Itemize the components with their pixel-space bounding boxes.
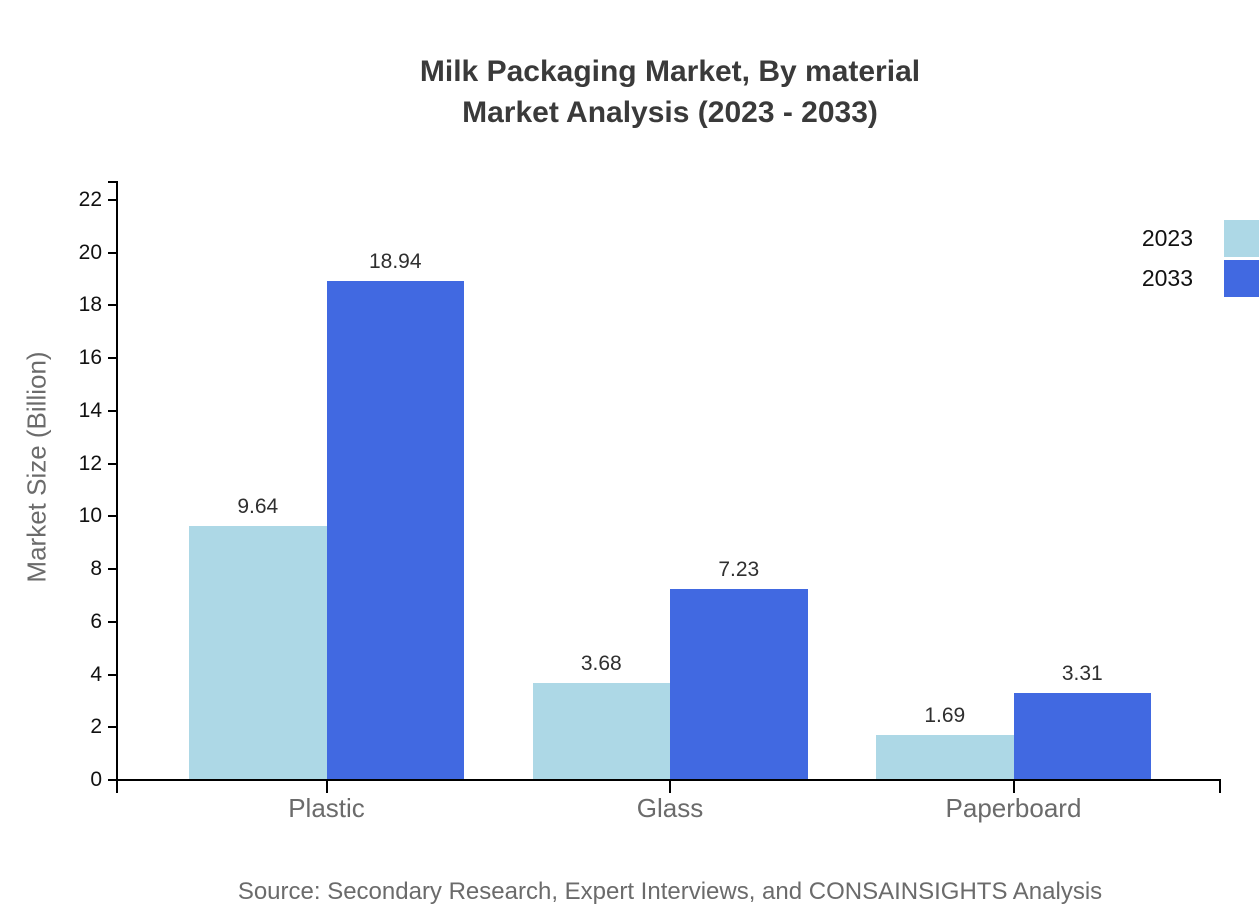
legend-label-2033: 2033 [1141, 265, 1193, 291]
source-note: Source: Secondary Research, Expert Inter… [237, 878, 1103, 905]
y-tick [108, 251, 117, 254]
x-tick [1012, 780, 1015, 793]
y-tick [108, 304, 117, 307]
legend-item-2033: 2033 [1040, 260, 1260, 297]
legend-swatch-2023 [1224, 220, 1259, 257]
y-tick-label: 2 [90, 715, 102, 739]
y-tick-label: 16 [78, 346, 102, 370]
value-label-2033-glass: 7.23 [718, 558, 760, 582]
x-tick [669, 780, 671, 793]
value-label-2023-plastic: 9.64 [237, 494, 279, 518]
y-axis-top-cap [108, 181, 117, 183]
y-tick-label: 6 [90, 609, 102, 633]
y-tick [108, 779, 117, 781]
x-axis-end-cap [1219, 779, 1221, 793]
bar-2023-paperboard [876, 735, 1014, 780]
y-tick [108, 409, 117, 412]
y-tick-label: 0 [90, 768, 102, 791]
legend-swatch-2033 [1224, 260, 1259, 297]
y-tick-label: 14 [78, 398, 102, 422]
value-label-2023-glass: 3.68 [580, 651, 622, 675]
category-label-glass: Glass [636, 793, 704, 823]
value-label-2033-plastic: 18.94 [368, 249, 422, 273]
category-label-plastic: Plastic [288, 793, 365, 823]
y-tick [108, 199, 117, 201]
x-tick [325, 780, 328, 793]
y-tick-label: 8 [90, 557, 102, 581]
y-tick [108, 515, 117, 518]
y-tick-label: 4 [90, 662, 102, 686]
y-tick [108, 673, 117, 676]
chart-title-line2: Market Analysis (2023 - 2033) [462, 96, 878, 129]
value-label-2023-paperboard: 1.69 [924, 704, 966, 728]
bar-2033-plastic [326, 280, 464, 780]
y-tick [108, 462, 117, 465]
bar-2033-glass [670, 589, 808, 780]
y-tick-label: 12 [78, 451, 102, 475]
y-tick [108, 620, 117, 623]
bar-2023-plastic [189, 525, 327, 780]
y-tick-label: 22 [78, 188, 102, 211]
x-axis-line [116, 779, 1221, 781]
y-tick-label: 18 [78, 293, 102, 317]
bar-2033-paperboard [1013, 692, 1151, 780]
legend-label-2023: 2023 [1141, 225, 1193, 251]
y-tick [108, 568, 117, 571]
chart-title: Milk Packaging Market, By material Marke… [80, 51, 1260, 133]
legend-item-2023: 2023 [1040, 220, 1260, 257]
chart-title-line1: Milk Packaging Market, By material [419, 55, 921, 88]
category-label-paperboard: Paperboard [945, 793, 1082, 823]
y-tick [108, 726, 117, 729]
value-label-2033-paperboard: 3.31 [1061, 661, 1103, 685]
y-tick [108, 357, 117, 360]
bar-2023-glass [532, 682, 670, 780]
y-tick-label: 10 [78, 504, 102, 528]
y-tick-label: 20 [78, 240, 102, 264]
y-axis-line [116, 181, 118, 793]
